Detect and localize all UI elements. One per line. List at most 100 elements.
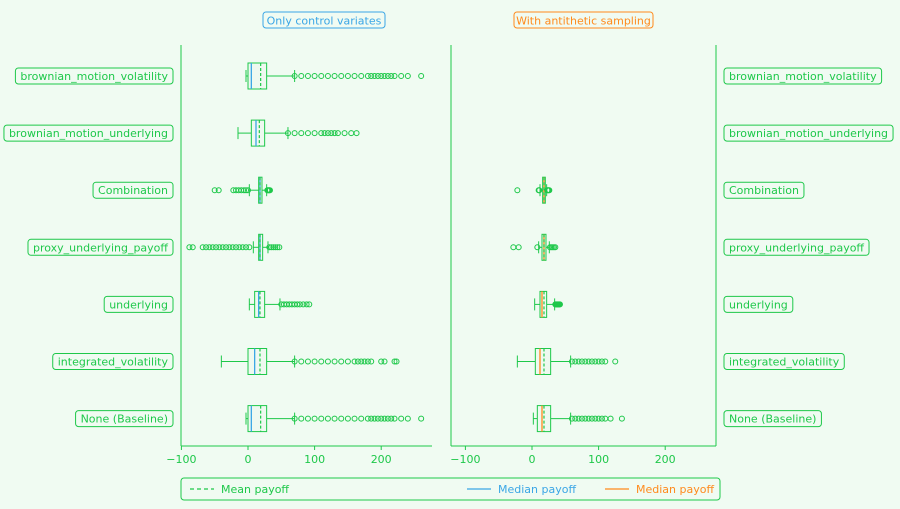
outlier-point: [536, 187, 543, 194]
outlier-point: [585, 358, 592, 365]
outlier-point: [588, 415, 595, 422]
outlier-point: [226, 244, 233, 251]
box-underlying: [534, 290, 563, 318]
panel-title-left-box: [262, 11, 386, 29]
outlier-point: [291, 130, 298, 137]
box-combination: [514, 176, 553, 204]
outlier-point: [233, 244, 240, 251]
left-label-box-combination: [92, 181, 174, 199]
right-label-brownian-motion-underlying: brownian_motion_underlying: [723, 124, 894, 142]
panel-title-right-box: [513, 11, 654, 29]
x-tick-label: 0: [245, 453, 252, 466]
outlier-point: [381, 73, 388, 79]
outlier-point: [618, 415, 625, 422]
outlier-point: [582, 415, 589, 422]
left-label-text-integrated-volatility: integrated_volatility: [58, 356, 169, 369]
outlier-point: [291, 73, 298, 79]
outlier-point: [211, 187, 218, 194]
outlier-point: [592, 415, 599, 422]
outlier-point: [306, 301, 313, 308]
outlier-point: [331, 358, 338, 365]
outlier-point: [351, 73, 358, 79]
outlier-point: [391, 73, 398, 79]
right-label-box-brownian-motion-underlying: [723, 124, 894, 142]
right-label-text-combination: Combination: [729, 184, 799, 197]
outlier-point: [582, 358, 589, 365]
outlier-point: [602, 358, 609, 365]
outlier-point: [209, 244, 216, 251]
right-label-box-proxy-underlying-payoff: [723, 238, 870, 256]
outlier-point: [328, 130, 335, 137]
outlier-point: [418, 73, 425, 79]
box-proxy-underlying-payoff: [186, 233, 283, 261]
outlier-point: [391, 415, 398, 422]
outlier-point: [298, 73, 305, 79]
outlier-point: [276, 244, 283, 251]
outlier-point: [294, 301, 301, 308]
outlier-point: [341, 130, 348, 137]
outlier-point: [384, 73, 391, 79]
outlier-point: [243, 244, 250, 251]
outlier-point: [371, 73, 378, 79]
outlier-point: [572, 415, 579, 422]
box-iqr: [250, 119, 266, 147]
panel-title-right: With antithetic sampling: [513, 11, 654, 29]
outlier-point: [219, 244, 226, 251]
outlier-point: [404, 73, 411, 79]
outlier-point: [358, 358, 365, 365]
x-tick-label: 200: [371, 453, 392, 466]
right-label-text-proxy-underlying-payoff: proxy_underlying_payoff: [729, 241, 864, 254]
left-label-box-underlying: [103, 295, 174, 313]
right-label-none-baseline: None (Baseline): [723, 410, 822, 428]
box-iqr: [247, 348, 268, 375]
panel-title-left-text: Only control variates: [267, 15, 382, 28]
box-underlying: [248, 290, 313, 318]
outlier-point: [546, 187, 553, 194]
outlier-point: [358, 415, 365, 422]
left-label-text-underlying: underlying: [109, 298, 168, 311]
right-label-integrated-volatility: integrated_volatility: [723, 353, 845, 370]
left-label-brownian-motion-volatility: brownian_motion_volatility: [14, 67, 174, 85]
outlier-point: [291, 358, 298, 365]
left-panel-boxes: [186, 62, 425, 433]
outlier-point: [374, 415, 381, 422]
legend-frame: [180, 477, 721, 501]
outlier-point: [274, 244, 281, 251]
outlier-point: [364, 358, 371, 365]
outlier-point: [245, 187, 251, 194]
outlier-point: [368, 73, 375, 79]
outlier-point: [324, 73, 331, 79]
outlier-point: [318, 130, 325, 137]
outlier-point: [331, 73, 338, 79]
right-panel-boxes: [510, 176, 625, 433]
left-label-box-brownian-motion-underlying: [3, 124, 174, 142]
left-label-integrated-volatility: integrated_volatility: [52, 353, 174, 370]
outlier-point: [381, 358, 388, 365]
outlier-point: [334, 130, 341, 137]
outlier-point: [304, 130, 311, 137]
outlier-point: [398, 415, 405, 422]
box-iqr: [539, 290, 548, 318]
left-label-text-brownian-motion-underlying: brownian_motion_underlying: [9, 127, 168, 140]
outlier-point: [291, 415, 298, 422]
left-label-none-baseline: None (Baseline): [75, 410, 174, 428]
outlier-point: [368, 358, 375, 365]
outlier-point: [318, 73, 325, 79]
outlier-point: [298, 358, 305, 365]
left-label-text-combination: Combination: [98, 184, 168, 197]
outlier-point: [203, 244, 210, 251]
outlier-point: [324, 358, 331, 365]
outlier-point: [186, 244, 193, 251]
outlier-point: [371, 415, 378, 422]
outlier-point: [585, 415, 592, 422]
outlier-point: [398, 73, 405, 79]
right-label-brownian-motion-volatility: brownian_motion_volatility: [723, 67, 883, 85]
outlier-point: [270, 244, 277, 251]
outlier-point: [534, 244, 541, 251]
right-label-box-brownian-motion-volatility: [723, 67, 883, 85]
left-label-text-none-baseline: None (Baseline): [81, 413, 168, 426]
box-iqr: [247, 405, 268, 433]
outlier-point: [572, 358, 579, 365]
outlier-point: [598, 358, 605, 365]
